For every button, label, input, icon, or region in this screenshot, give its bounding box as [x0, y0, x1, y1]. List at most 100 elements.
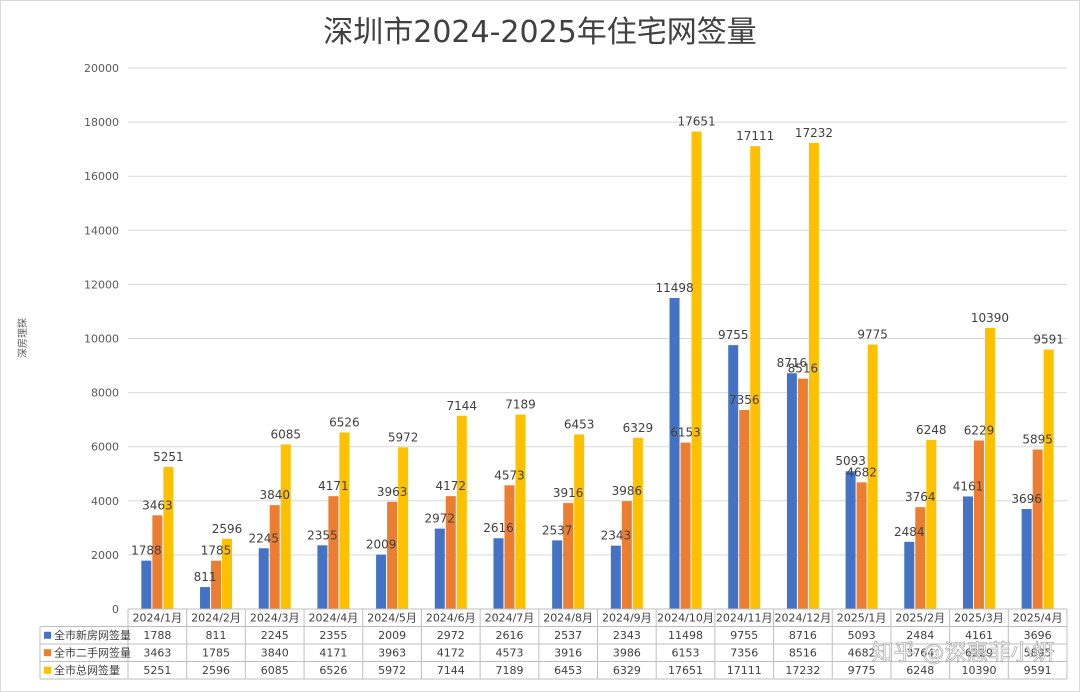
table-cell: 6329 — [613, 664, 641, 677]
table-cell: 6229 — [965, 647, 993, 660]
table-cell: 17232 — [785, 664, 820, 677]
bar — [728, 345, 739, 609]
data-label: 7144 — [447, 399, 478, 413]
data-label: 3463 — [142, 498, 173, 512]
data-label: 4172 — [436, 479, 467, 493]
y-axis-label: 深房理探 — [16, 318, 29, 358]
bar — [808, 142, 819, 610]
table-cell: 5093 — [848, 629, 876, 642]
table-cell: 2009 — [378, 629, 406, 642]
bar — [434, 528, 445, 609]
table-cell: 4172 — [437, 647, 465, 660]
data-label: 7189 — [505, 398, 536, 412]
x-tick-label: 2025/1月 — [837, 612, 887, 625]
bar — [222, 538, 233, 609]
bar — [984, 327, 995, 609]
data-labels: 1788 3463 5251 811 1785 2596 2245 3840 6085 2355 4… — [131, 115, 1064, 585]
table-cell: 5251 — [143, 664, 171, 677]
table-cell: 6085 — [261, 664, 289, 677]
table-cell: 4161 — [965, 629, 993, 642]
data-label: 10390 — [971, 311, 1009, 325]
table-cell: 7144 — [437, 664, 465, 677]
table-cell: 2355 — [319, 629, 347, 642]
bar — [328, 496, 339, 609]
table-cell: 1788 — [143, 629, 171, 642]
bar — [845, 471, 856, 609]
data-label: 6248 — [916, 423, 947, 437]
x-tick-label: 2025/4月 — [1013, 612, 1063, 625]
bar — [632, 437, 643, 609]
data-label: 7356 — [729, 393, 760, 407]
bar — [445, 496, 456, 609]
data-label: 17232 — [795, 126, 833, 140]
y-tick-label: 16000 — [84, 170, 119, 183]
data-label: 2616 — [483, 521, 514, 535]
x-tick-label: 2024/7月 — [485, 612, 535, 625]
x-tick-label: 2025/2月 — [895, 612, 945, 625]
bar — [141, 560, 152, 609]
table-cell: 2537 — [554, 629, 582, 642]
bar — [1043, 349, 1054, 609]
bar — [211, 560, 222, 609]
bar — [339, 432, 350, 609]
data-label: 2245 — [248, 531, 279, 545]
bar — [493, 538, 504, 609]
table-cell: 9775 — [848, 664, 876, 677]
data-label: 5895 — [1022, 433, 1053, 447]
data-label: 1785 — [201, 544, 232, 558]
y-tick-label: 20000 — [84, 62, 119, 75]
bar — [915, 507, 926, 609]
data-label: 1788 — [131, 544, 162, 558]
bar — [1032, 449, 1043, 609]
bar — [515, 414, 526, 609]
data-label: 3696 — [1011, 492, 1042, 506]
x-tick-label: 2024/5月 — [367, 612, 417, 625]
table-cell: 4682 — [848, 647, 876, 660]
bar — [152, 515, 163, 609]
x-tick-label: 2024/4月 — [309, 612, 359, 625]
table-cell: 2245 — [261, 629, 289, 642]
grid: 0 2000 4000 6000 8000 10000 12000 14000 16000 180… — [84, 62, 1067, 616]
bar — [610, 545, 621, 609]
data-label: 9775 — [857, 328, 888, 342]
data-label: 4682 — [846, 465, 877, 479]
data-label: 6453 — [564, 417, 595, 431]
x-tick-label: 2024/2月 — [191, 612, 241, 625]
data-label: 2596 — [212, 522, 243, 536]
table-cell: 3963 — [378, 647, 406, 660]
bar — [739, 410, 750, 609]
bar — [504, 485, 515, 609]
table-cell: 4171 — [319, 647, 347, 660]
data-label: 3986 — [612, 484, 643, 498]
data-label: 811 — [194, 570, 217, 584]
table-cell: 4573 — [495, 647, 523, 660]
table-cell: 3696 — [1024, 629, 1052, 642]
bar — [867, 344, 878, 609]
data-label: 17651 — [677, 115, 715, 129]
legend-swatch — [44, 649, 51, 657]
bar — [317, 545, 328, 609]
data-label: 2355 — [307, 528, 338, 542]
bar — [750, 146, 761, 609]
data-label: 9755 — [718, 328, 749, 342]
data-label: 6329 — [623, 421, 654, 435]
table-cell: 6248 — [906, 664, 934, 677]
bar — [680, 442, 691, 609]
table-cell: 2343 — [613, 629, 641, 642]
table-cell: 6526 — [319, 664, 347, 677]
bars — [141, 131, 1054, 610]
data-label: 11498 — [655, 281, 693, 295]
y-tick-label: 2000 — [91, 549, 119, 562]
y-tick-label: 0 — [112, 603, 119, 616]
bar — [574, 434, 585, 609]
data-label: 3963 — [377, 485, 408, 499]
data-label: 4161 — [953, 479, 984, 493]
table-cell: 2616 — [495, 629, 523, 642]
x-tick-label: 2024/3月 — [250, 612, 300, 625]
watermark: 知乎 @深惠菲小姸 — [872, 641, 1055, 666]
legend-label: 全市新房网签量 — [54, 628, 131, 642]
table-cell: 6153 — [672, 647, 700, 660]
bar — [973, 440, 984, 609]
bar — [456, 415, 467, 609]
